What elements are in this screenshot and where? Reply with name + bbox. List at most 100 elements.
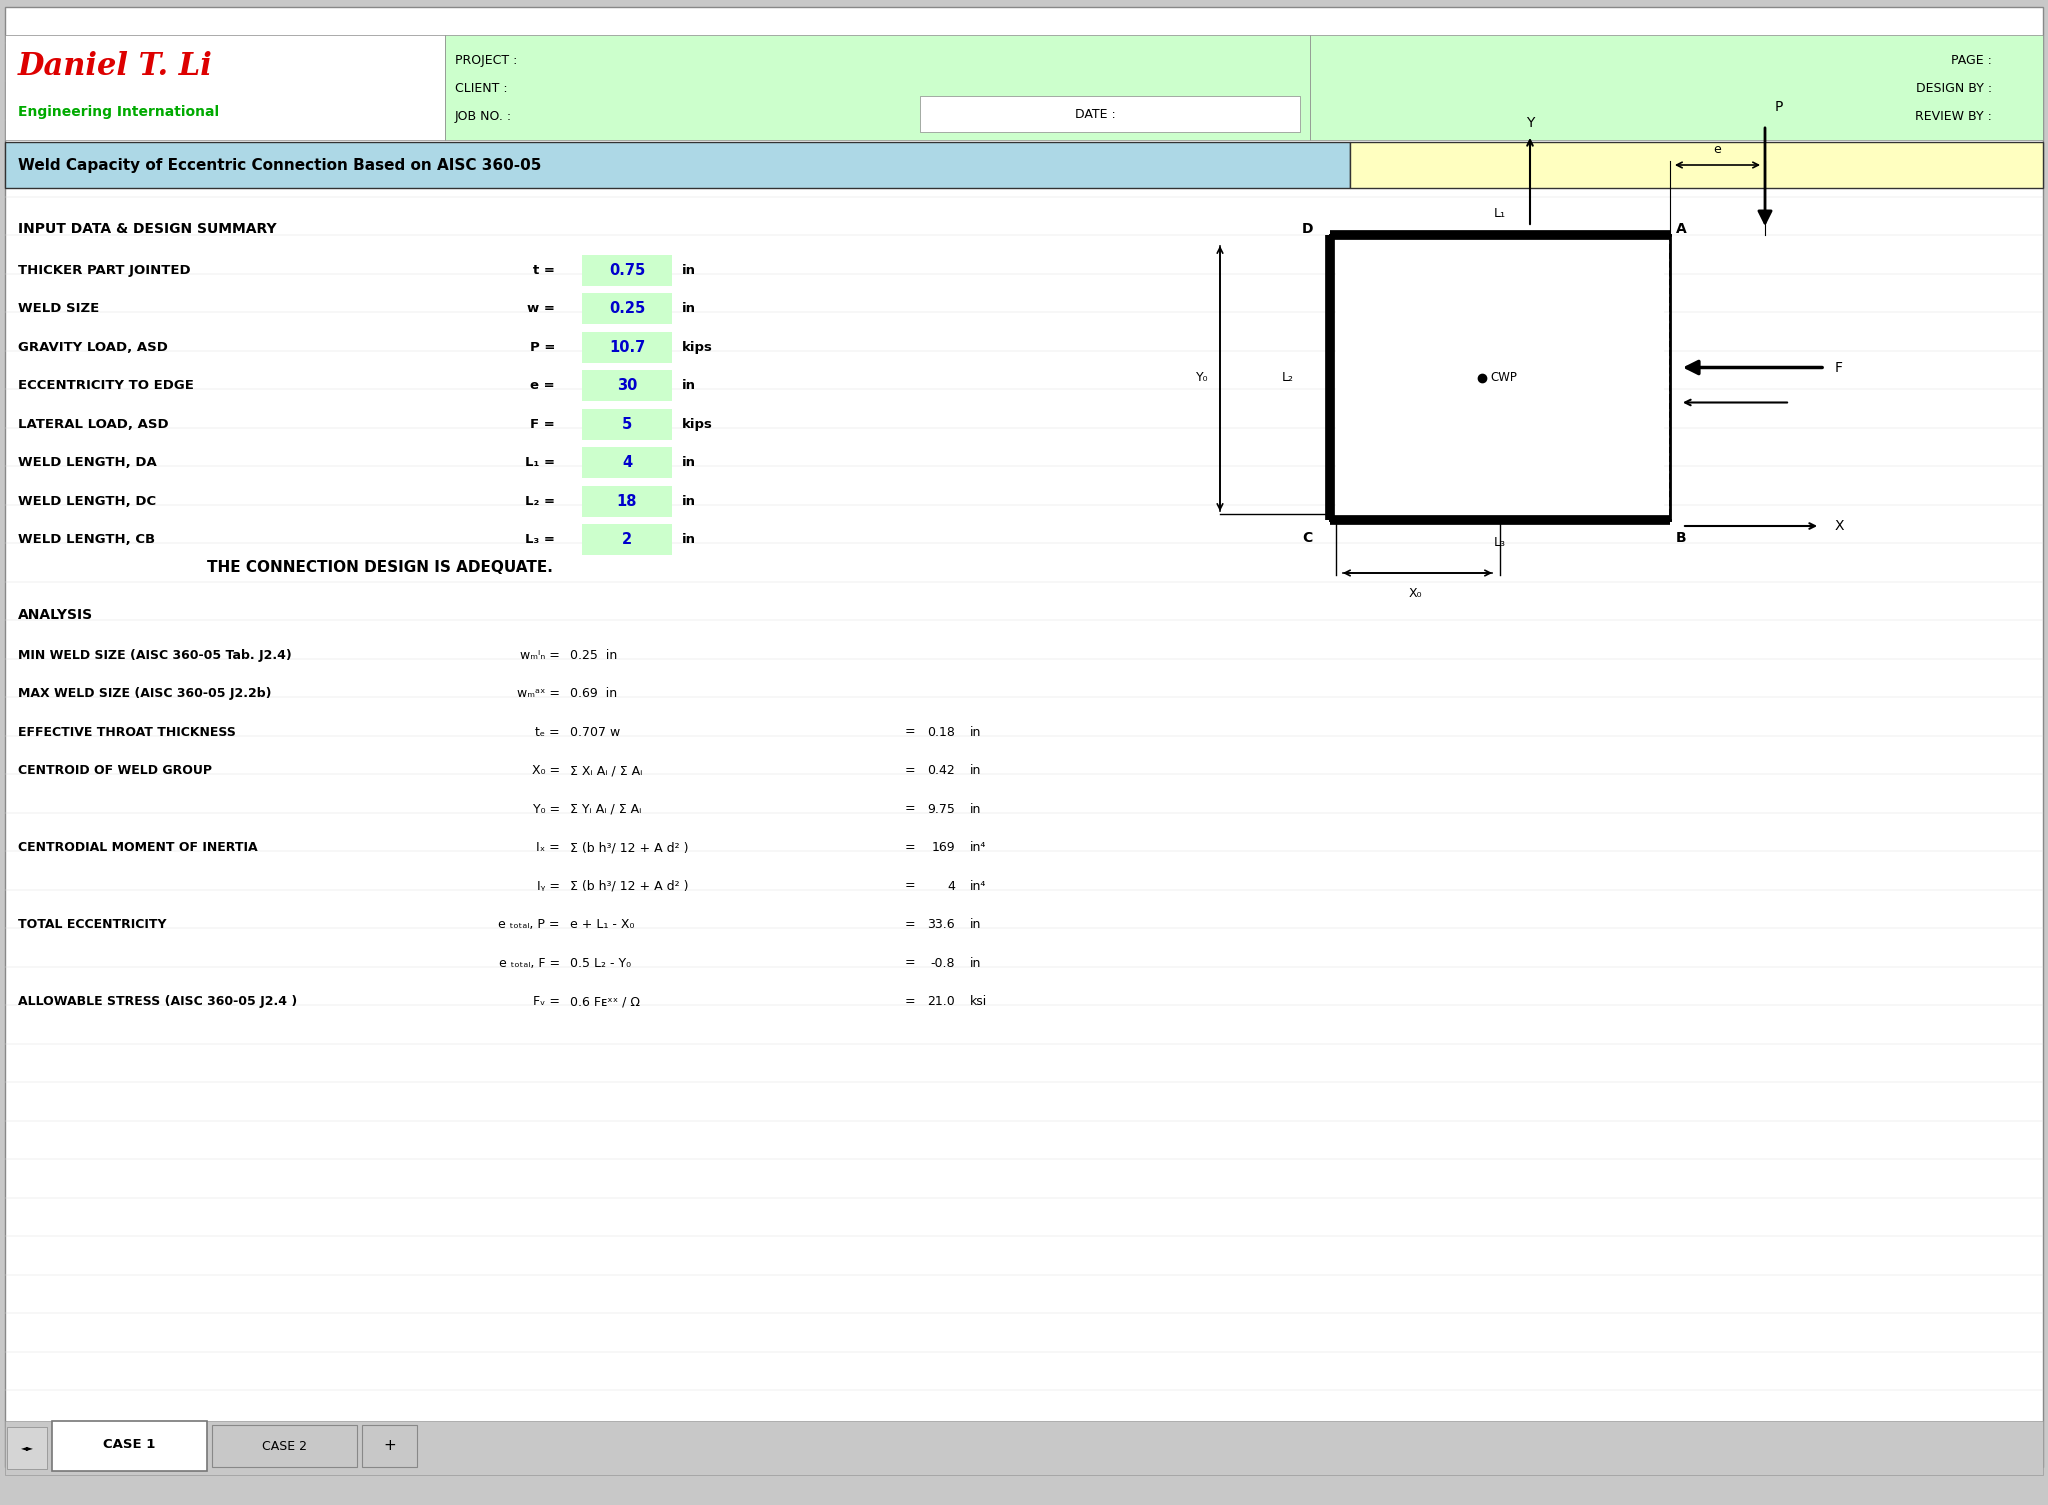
Text: THICKER PART JOINTED: THICKER PART JOINTED bbox=[18, 263, 190, 277]
Text: 0.25: 0.25 bbox=[608, 301, 645, 316]
Text: Iᵧ =: Iᵧ = bbox=[537, 879, 559, 892]
Text: WELD LENGTH, CB: WELD LENGTH, CB bbox=[18, 533, 156, 546]
Text: TOTAL ECCENTRICITY: TOTAL ECCENTRICITY bbox=[18, 918, 166, 932]
Text: L₃: L₃ bbox=[1493, 536, 1505, 548]
Text: t =: t = bbox=[532, 263, 555, 277]
Text: 169: 169 bbox=[932, 841, 954, 853]
Text: D: D bbox=[1303, 223, 1313, 236]
Text: L₁ =: L₁ = bbox=[524, 456, 555, 470]
Bar bbox=[920, 96, 1300, 132]
Text: 0.75: 0.75 bbox=[608, 262, 645, 277]
Text: in: in bbox=[971, 725, 981, 739]
Text: Σ (b h³/ 12 + A d² ): Σ (b h³/ 12 + A d² ) bbox=[569, 879, 688, 892]
Text: +: + bbox=[383, 1439, 395, 1454]
Text: kips: kips bbox=[682, 417, 713, 430]
Text: X: X bbox=[1835, 519, 1845, 533]
Text: ECCENTRICITY TO EDGE: ECCENTRICITY TO EDGE bbox=[18, 379, 195, 391]
Text: in: in bbox=[971, 765, 981, 777]
Bar bbox=[362, 1425, 418, 1467]
Text: =: = bbox=[905, 725, 915, 739]
Text: 9.75: 9.75 bbox=[928, 802, 954, 816]
Text: wₘᵃˣ =: wₘᵃˣ = bbox=[516, 686, 559, 700]
Bar bbox=[444, 35, 1311, 140]
Bar bbox=[4, 141, 1350, 188]
Text: MIN WELD SIZE (AISC 360-05 Tab. J2.4): MIN WELD SIZE (AISC 360-05 Tab. J2.4) bbox=[18, 649, 291, 662]
Text: Daniel T. Li: Daniel T. Li bbox=[18, 51, 213, 81]
Text: X₀ =: X₀ = bbox=[532, 765, 559, 777]
Text: REVIEW BY :: REVIEW BY : bbox=[1915, 110, 1993, 122]
Bar bbox=[1335, 241, 1665, 515]
Text: L₁: L₁ bbox=[1493, 206, 1505, 220]
Text: PROJECT :: PROJECT : bbox=[455, 54, 518, 66]
Text: ksi: ksi bbox=[971, 995, 987, 1008]
Text: LATERAL LOAD, ASD: LATERAL LOAD, ASD bbox=[18, 417, 168, 430]
Text: in: in bbox=[682, 456, 696, 470]
Text: 0.6 Fᴇˣˣ / Ω: 0.6 Fᴇˣˣ / Ω bbox=[569, 995, 639, 1008]
Bar bbox=[213, 1425, 356, 1467]
Bar bbox=[1350, 141, 2044, 188]
Text: INPUT DATA & DESIGN SUMMARY: INPUT DATA & DESIGN SUMMARY bbox=[18, 223, 276, 236]
Text: Weld Capacity of Eccentric Connection Based on AISC 360-05: Weld Capacity of Eccentric Connection Ba… bbox=[18, 158, 541, 173]
Text: w =: w = bbox=[526, 303, 555, 315]
Text: F: F bbox=[1835, 361, 1843, 375]
Text: ◄►: ◄► bbox=[20, 1443, 33, 1452]
Bar bbox=[582, 486, 672, 516]
Text: 4: 4 bbox=[623, 455, 633, 470]
Text: Σ Yᵢ Aᵢ / Σ Aᵢ: Σ Yᵢ Aᵢ / Σ Aᵢ bbox=[569, 802, 641, 816]
Bar bbox=[51, 1421, 207, 1470]
Text: Σ Xᵢ Aᵢ / Σ Aᵢ: Σ Xᵢ Aᵢ / Σ Aᵢ bbox=[569, 765, 643, 777]
Text: 4: 4 bbox=[946, 879, 954, 892]
Text: =: = bbox=[905, 995, 915, 1008]
Text: 0.18: 0.18 bbox=[928, 725, 954, 739]
Text: in⁴: in⁴ bbox=[971, 841, 987, 853]
Text: in: in bbox=[682, 533, 696, 546]
Text: ALLOWABLE STRESS (AISC 360-05 J2.4 ): ALLOWABLE STRESS (AISC 360-05 J2.4 ) bbox=[18, 995, 297, 1008]
Text: 10.7: 10.7 bbox=[608, 340, 645, 355]
Text: =: = bbox=[905, 879, 915, 892]
Text: ANALYSIS: ANALYSIS bbox=[18, 608, 92, 622]
Text: e ₜₒₜₐₗ, P =: e ₜₒₜₐₗ, P = bbox=[498, 918, 559, 932]
Text: Iₓ =: Iₓ = bbox=[537, 841, 559, 853]
Text: 0.707 w: 0.707 w bbox=[569, 725, 621, 739]
Text: e + L₁ - X₀: e + L₁ - X₀ bbox=[569, 918, 635, 932]
Text: tₑ =: tₑ = bbox=[535, 725, 559, 739]
Text: L₂ =: L₂ = bbox=[524, 495, 555, 507]
Text: Engineering International: Engineering International bbox=[18, 105, 219, 119]
Text: P =: P = bbox=[530, 340, 555, 354]
Text: wₘᴵₙ =: wₘᴵₙ = bbox=[520, 649, 559, 662]
Text: in: in bbox=[682, 495, 696, 507]
Text: =: = bbox=[905, 918, 915, 932]
Bar bbox=[6, 1427, 47, 1469]
Text: WELD SIZE: WELD SIZE bbox=[18, 303, 98, 315]
Text: CWP: CWP bbox=[1491, 372, 1518, 384]
Text: in: in bbox=[682, 303, 696, 315]
Text: in: in bbox=[682, 379, 696, 391]
Text: P: P bbox=[1776, 99, 1784, 114]
Text: THE CONNECTION DESIGN IS ADEQUATE.: THE CONNECTION DESIGN IS ADEQUATE. bbox=[207, 560, 553, 575]
Bar bbox=[582, 447, 672, 479]
Text: 0.69  in: 0.69 in bbox=[569, 686, 616, 700]
Text: e: e bbox=[1714, 143, 1722, 155]
Bar bbox=[582, 331, 672, 363]
Bar bbox=[582, 408, 672, 439]
Bar bbox=[582, 293, 672, 324]
Text: GRAVITY LOAD, ASD: GRAVITY LOAD, ASD bbox=[18, 340, 168, 354]
Text: X₀: X₀ bbox=[1409, 587, 1421, 599]
Text: Fᵥ =: Fᵥ = bbox=[532, 995, 559, 1008]
Text: MAX WELD SIZE (AISC 360-05 J2.2b): MAX WELD SIZE (AISC 360-05 J2.2b) bbox=[18, 686, 272, 700]
Bar bbox=[582, 524, 672, 555]
Text: 0.5 L₂ - Y₀: 0.5 L₂ - Y₀ bbox=[569, 957, 631, 969]
Text: e ₜₒₜₐₗ, F =: e ₜₒₜₐₗ, F = bbox=[500, 957, 559, 969]
Text: =: = bbox=[905, 957, 915, 969]
Text: e =: e = bbox=[530, 379, 555, 391]
Text: -0.8: -0.8 bbox=[930, 957, 954, 969]
Text: JOB NO. :: JOB NO. : bbox=[455, 110, 512, 122]
Bar bbox=[1311, 35, 2044, 140]
Text: WELD LENGTH, DC: WELD LENGTH, DC bbox=[18, 495, 156, 507]
Text: Y₀: Y₀ bbox=[1196, 372, 1208, 384]
Text: CLIENT :: CLIENT : bbox=[455, 81, 508, 95]
Text: in: in bbox=[682, 263, 696, 277]
Bar bbox=[582, 370, 672, 400]
Text: CENTROID OF WELD GROUP: CENTROID OF WELD GROUP bbox=[18, 765, 213, 777]
Text: 30: 30 bbox=[616, 378, 637, 393]
